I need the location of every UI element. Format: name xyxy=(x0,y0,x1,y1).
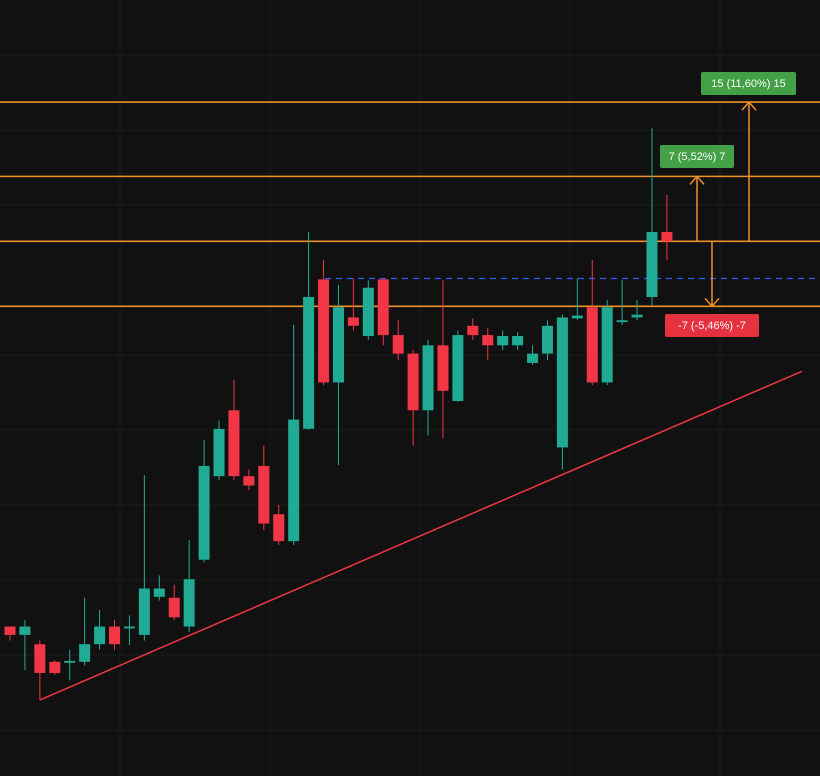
candle-body xyxy=(601,307,613,383)
candle-body xyxy=(571,315,583,319)
candle-body xyxy=(482,335,494,346)
candle-body xyxy=(407,353,419,411)
candle-body xyxy=(452,335,464,401)
candle-body xyxy=(183,579,195,627)
candle-body xyxy=(198,465,210,560)
candle-body xyxy=(377,279,389,336)
annotation-label: -7 (-5,46%) -7 xyxy=(678,320,746,332)
candle-body xyxy=(273,514,285,542)
annotation-box xyxy=(701,72,796,95)
candle-body xyxy=(4,626,16,635)
candle-body xyxy=(153,588,165,597)
candle-body xyxy=(362,287,374,337)
candle-body xyxy=(347,317,359,326)
annotation-label: 7 (5,52%) 7 xyxy=(669,151,726,163)
candle-body xyxy=(228,410,240,477)
candle-body xyxy=(303,297,315,429)
arrow-head xyxy=(689,175,705,185)
candle-body xyxy=(616,320,628,323)
candle-body xyxy=(497,336,509,346)
candle-body xyxy=(79,644,91,662)
candle-body xyxy=(243,476,255,486)
candle-body xyxy=(541,325,553,354)
annotation-box xyxy=(665,314,759,337)
candle-body xyxy=(586,307,598,383)
candle-body xyxy=(556,317,568,448)
candle-body xyxy=(109,626,121,645)
annotation-box xyxy=(660,145,734,168)
arrow-head xyxy=(741,100,757,111)
candle-body xyxy=(49,661,61,673)
trend-line xyxy=(39,370,803,701)
candle-body xyxy=(19,626,31,635)
candle-body xyxy=(34,644,46,673)
candle-body xyxy=(661,232,673,242)
candle-body xyxy=(646,232,658,298)
candle-body xyxy=(467,325,479,336)
candle-body xyxy=(258,465,270,524)
candle-body xyxy=(64,660,76,663)
candle-body xyxy=(332,307,344,383)
candle-body xyxy=(318,279,330,383)
candle-body xyxy=(123,626,135,629)
candle-body xyxy=(437,345,449,391)
annotation-label: 15 (11,60%) 15 xyxy=(711,78,785,90)
candle-body xyxy=(138,588,150,635)
candle-body xyxy=(527,353,539,363)
candle-body xyxy=(94,626,106,645)
candle-body xyxy=(422,345,434,411)
candle-body xyxy=(392,335,404,354)
candle-body xyxy=(512,336,524,346)
candle-body xyxy=(631,314,643,318)
candle-body xyxy=(213,428,225,477)
candle-body xyxy=(168,597,180,618)
arrow-head xyxy=(704,297,720,308)
candle-body xyxy=(288,419,300,542)
